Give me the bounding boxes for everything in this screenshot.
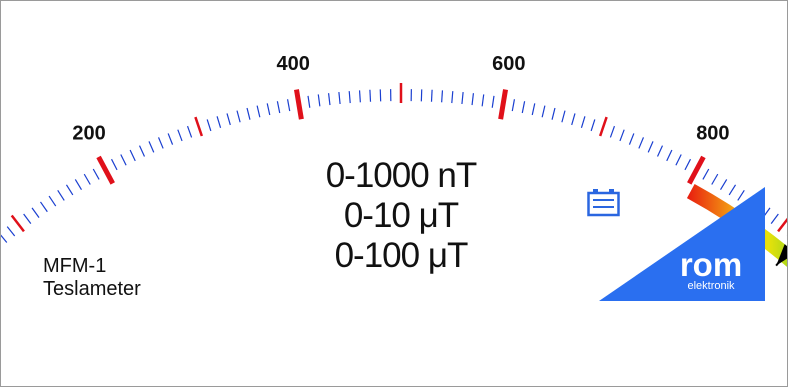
minor-tick — [23, 213, 32, 224]
minor-tick — [338, 92, 341, 105]
minor-tick — [684, 158, 692, 171]
minor-tick — [481, 94, 485, 107]
minor-tick — [276, 101, 281, 114]
minor-tick — [48, 195, 57, 207]
range-microtesla-100: 0-100 μT — [334, 236, 469, 275]
minor-tick — [666, 149, 673, 162]
minor-tick — [148, 141, 155, 153]
minor-tick — [471, 93, 475, 106]
scale-label: 200 — [72, 122, 105, 144]
minor-tick — [216, 116, 222, 129]
minor-tick — [307, 95, 311, 108]
minor-tick — [1, 234, 8, 243]
minor-tick — [39, 201, 48, 213]
minor-tick — [236, 110, 241, 123]
logo-brand: rom — [680, 246, 742, 283]
scale-label: 400 — [277, 53, 310, 75]
minor-tick — [619, 129, 625, 142]
minor-tick — [737, 190, 745, 201]
logo-subtitle: elektronik — [687, 280, 735, 292]
minor-tick — [138, 145, 146, 157]
major-tick — [498, 89, 508, 120]
minor-tick — [92, 168, 100, 180]
battery-icon — [587, 189, 620, 217]
minor-tick — [675, 154, 682, 166]
minor-tick — [461, 92, 464, 105]
minor-tick — [647, 141, 654, 153]
range-microtesla-10: 0-10 μT — [343, 196, 459, 235]
minor-tick — [186, 125, 193, 138]
minor-tick — [561, 110, 566, 123]
minor-tick — [74, 179, 83, 190]
minor-tick — [31, 207, 40, 218]
minor-tick — [511, 99, 516, 112]
minor-tick — [110, 158, 118, 171]
major-tick — [294, 89, 304, 120]
mid-tick — [10, 214, 25, 233]
minor-tick — [256, 105, 261, 118]
needle-arrowhead — [776, 244, 787, 266]
model-type: Teslameter — [43, 278, 141, 300]
minor-tick — [702, 168, 710, 180]
minor-tick — [348, 91, 351, 104]
minor-tick — [609, 125, 616, 138]
minor-tick — [628, 133, 635, 145]
minor-tick — [120, 154, 127, 166]
minor-tick — [551, 107, 556, 120]
minor-tick — [531, 103, 536, 116]
minor-tick — [580, 116, 586, 129]
major-tick — [96, 155, 115, 185]
minor-tick — [719, 179, 728, 190]
minor-tick — [226, 113, 231, 126]
minor-tick — [286, 99, 291, 112]
minor-tick — [441, 90, 444, 103]
scale-labels: 02004006008001000 — [72, 53, 729, 144]
scale-label: 600 — [492, 53, 525, 75]
minor-tick — [57, 190, 65, 201]
minor-tick — [157, 137, 164, 149]
range-nanotesla: 0-1000 nT — [325, 156, 478, 195]
mid-tick — [777, 217, 787, 233]
minor-tick — [129, 149, 136, 162]
minor-tick — [430, 89, 433, 102]
minor-tick — [167, 133, 174, 145]
minor-tick — [451, 91, 454, 104]
minor-tick — [83, 173, 91, 185]
minor-tick — [656, 145, 664, 157]
minor-tick — [358, 90, 361, 103]
minor-tick — [206, 119, 212, 132]
minor-tick — [638, 137, 645, 149]
model-name: MFM-1 — [43, 255, 107, 277]
minor-tick — [521, 101, 526, 114]
minor-tick — [266, 103, 271, 116]
minor-tick — [770, 213, 779, 224]
scale-ticks — [1, 83, 787, 243]
minor-tick — [571, 113, 576, 126]
minor-tick — [728, 184, 737, 196]
minor-tick — [491, 95, 495, 108]
rom-elektronik-logo: rom elektronik — [599, 187, 765, 301]
minor-tick — [711, 173, 719, 185]
minor-tick — [327, 93, 331, 106]
mid-tick — [598, 116, 608, 137]
model-label: MFM-1 Teslameter — [43, 255, 141, 301]
scale-label: 800 — [696, 122, 729, 144]
minor-tick — [6, 226, 16, 237]
meter-needle — [775, 244, 787, 267]
minor-tick — [177, 129, 183, 142]
mid-tick — [194, 116, 204, 137]
minor-tick — [317, 94, 321, 107]
minor-tick — [541, 105, 546, 118]
minor-tick — [246, 107, 251, 120]
minor-tick — [369, 89, 372, 102]
minor-tick — [590, 119, 596, 132]
minor-tick — [65, 184, 74, 196]
major-tick — [687, 155, 706, 185]
